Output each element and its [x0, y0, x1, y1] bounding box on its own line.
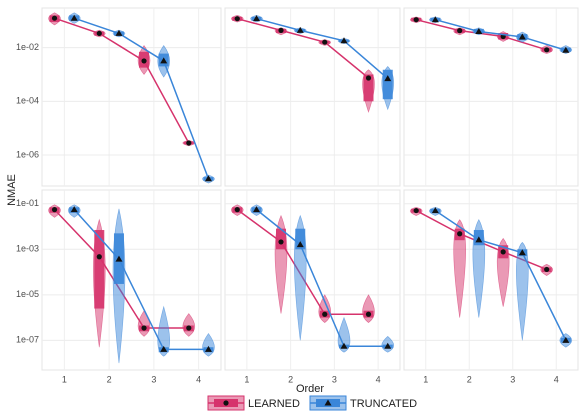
- point: [186, 325, 192, 331]
- line: [73, 209, 209, 351]
- box: [94, 230, 105, 309]
- x-tick-label: 4: [554, 374, 559, 384]
- point: [544, 266, 550, 273]
- x-tick-label: 2: [107, 374, 112, 384]
- point: [278, 239, 284, 245]
- panel: [224, 7, 401, 187]
- y-tick-label: 1e-04: [16, 96, 39, 106]
- panel: [41, 189, 222, 371]
- point: [457, 28, 463, 34]
- point: [500, 249, 506, 255]
- point: [253, 206, 260, 213]
- violin: [516, 242, 529, 341]
- x-tick-label: 2: [288, 374, 293, 384]
- point: [141, 58, 147, 64]
- point: [160, 345, 168, 352]
- point: [562, 336, 570, 343]
- point: [475, 236, 483, 243]
- panel: [41, 7, 222, 187]
- y-tick-label: 1e-01: [16, 198, 39, 208]
- x-tick-label: 3: [332, 374, 337, 384]
- box: [276, 228, 286, 250]
- point: [544, 47, 550, 53]
- point: [96, 30, 102, 36]
- point: [253, 15, 260, 22]
- point: [340, 342, 348, 349]
- line: [256, 17, 389, 80]
- box: [295, 228, 306, 250]
- line: [54, 17, 190, 144]
- point: [322, 39, 328, 45]
- point: [340, 37, 348, 44]
- point: [457, 231, 463, 237]
- y-tick-label: 1e-05: [16, 289, 39, 299]
- point: [204, 175, 212, 182]
- line: [73, 17, 210, 180]
- x-tick-label: 1: [244, 374, 249, 384]
- point: [141, 325, 147, 331]
- point: [296, 26, 304, 33]
- y-tick-label: 1e-06: [16, 149, 39, 159]
- point: [296, 241, 304, 248]
- point: [431, 16, 439, 23]
- point: [413, 207, 419, 214]
- legend-label: LEARNED: [248, 398, 300, 410]
- x-tick-label: 4: [196, 374, 201, 384]
- panel: [224, 189, 401, 371]
- point: [518, 249, 526, 256]
- y-tick-label: 1e-02: [16, 42, 39, 52]
- point: [413, 17, 419, 23]
- x-tick-label: 1: [423, 374, 428, 384]
- x-tick-label: 3: [151, 374, 156, 384]
- line: [256, 209, 388, 348]
- x-tick-label: 2: [467, 374, 472, 384]
- point: [365, 311, 372, 317]
- point: [365, 75, 372, 81]
- point: [160, 57, 168, 64]
- point: [115, 255, 123, 262]
- legend-marker: [324, 399, 332, 406]
- point: [96, 254, 102, 260]
- x-tick-label: 4: [376, 374, 381, 384]
- point: [322, 311, 328, 317]
- point: [518, 33, 526, 40]
- point: [234, 16, 240, 22]
- box: [363, 74, 374, 102]
- panel: [403, 189, 579, 371]
- point: [115, 29, 123, 36]
- panel: [403, 7, 579, 187]
- x-tick-label: 3: [510, 374, 515, 384]
- point: [562, 46, 570, 53]
- point: [51, 207, 58, 213]
- y-tick-label: 1e-07: [16, 335, 39, 345]
- point: [384, 342, 392, 349]
- point: [70, 206, 78, 213]
- point: [475, 27, 483, 34]
- point: [70, 14, 78, 21]
- line: [434, 209, 567, 341]
- line: [237, 17, 369, 79]
- x-axis-label: Order: [296, 383, 324, 395]
- line: [435, 18, 567, 51]
- point: [384, 75, 392, 82]
- x-tick-label: 1: [62, 374, 67, 384]
- y-tick-label: 1e-03: [16, 244, 39, 254]
- point: [51, 15, 58, 21]
- legend-label: TRUNCATED: [350, 398, 417, 410]
- y-axis-label: NMAE: [6, 174, 18, 206]
- point: [204, 345, 212, 352]
- point: [234, 207, 240, 213]
- point: [186, 140, 192, 146]
- point: [278, 27, 284, 33]
- violin: [453, 219, 466, 318]
- box: [382, 69, 393, 100]
- legend-marker: [223, 400, 229, 406]
- point: [431, 207, 439, 214]
